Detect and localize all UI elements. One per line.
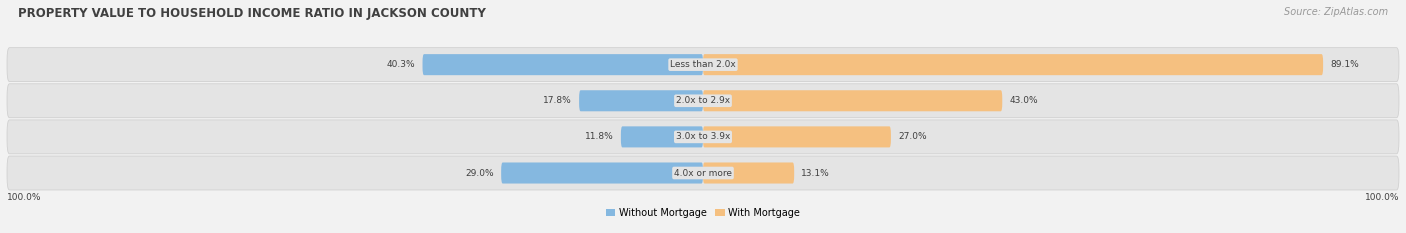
- Text: 11.8%: 11.8%: [585, 132, 614, 141]
- Text: 17.8%: 17.8%: [543, 96, 572, 105]
- Text: Less than 2.0x: Less than 2.0x: [671, 60, 735, 69]
- Text: 100.0%: 100.0%: [7, 192, 42, 202]
- Text: 27.0%: 27.0%: [898, 132, 927, 141]
- FancyBboxPatch shape: [7, 156, 1399, 190]
- Text: 3.0x to 3.9x: 3.0x to 3.9x: [676, 132, 730, 141]
- Text: 43.0%: 43.0%: [1010, 96, 1038, 105]
- Text: 2.0x to 2.9x: 2.0x to 2.9x: [676, 96, 730, 105]
- FancyBboxPatch shape: [7, 48, 1399, 82]
- Text: PROPERTY VALUE TO HOUSEHOLD INCOME RATIO IN JACKSON COUNTY: PROPERTY VALUE TO HOUSEHOLD INCOME RATIO…: [18, 7, 486, 20]
- Text: Source: ZipAtlas.com: Source: ZipAtlas.com: [1284, 7, 1388, 17]
- FancyBboxPatch shape: [703, 54, 1323, 75]
- FancyBboxPatch shape: [423, 54, 703, 75]
- Legend: Without Mortgage, With Mortgage: Without Mortgage, With Mortgage: [606, 208, 800, 218]
- FancyBboxPatch shape: [703, 126, 891, 147]
- FancyBboxPatch shape: [7, 84, 1399, 118]
- FancyBboxPatch shape: [703, 90, 1002, 111]
- Text: 4.0x or more: 4.0x or more: [673, 168, 733, 178]
- Text: 29.0%: 29.0%: [465, 168, 495, 178]
- FancyBboxPatch shape: [621, 126, 703, 147]
- FancyBboxPatch shape: [579, 90, 703, 111]
- FancyBboxPatch shape: [7, 120, 1399, 154]
- Text: 100.0%: 100.0%: [1364, 192, 1399, 202]
- Text: 40.3%: 40.3%: [387, 60, 416, 69]
- FancyBboxPatch shape: [703, 162, 794, 184]
- FancyBboxPatch shape: [501, 162, 703, 184]
- Text: 89.1%: 89.1%: [1330, 60, 1358, 69]
- Text: 13.1%: 13.1%: [801, 168, 830, 178]
